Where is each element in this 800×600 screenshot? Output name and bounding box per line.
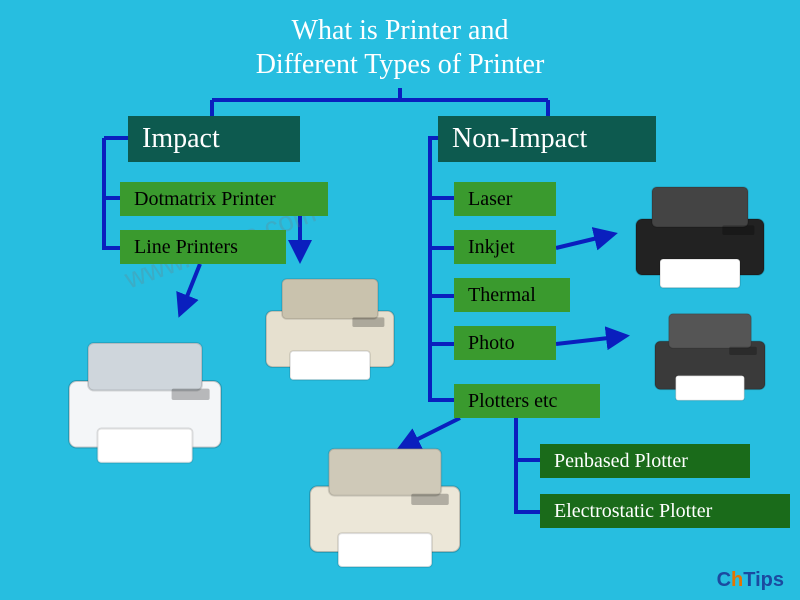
site-logo: ChTips [717,569,784,592]
node-line: Line Printers [120,230,286,264]
node-penplotter: Penbased Plotter [540,444,750,478]
dotmatrix-printer-image [250,262,410,392]
node-inkjet: Inkjet [454,230,556,264]
diagram-canvas: What is Printer and Different Types of P… [0,0,800,600]
logo-part-c: C [717,569,731,591]
node-thermal: Thermal [454,278,570,312]
logo-part-h: h [731,569,743,591]
node-electroplot: Electrostatic Plotter [540,494,790,528]
inkjet-printer-image [620,170,780,300]
node-photo: Photo [454,326,556,360]
plotter-printer-image [285,430,485,580]
node-plotters: Plotters etc [454,384,600,418]
line-printer-image [50,320,240,480]
node-laser: Laser [454,182,556,216]
node-impact: Impact [128,116,300,162]
node-nonimpact: Non-Impact [438,116,656,162]
title-line1: What is Printer and [292,15,509,46]
photo-printer-image [630,300,790,410]
logo-part-tips: Tips [743,569,784,591]
node-dotmatrix: Dotmatrix Printer [120,182,328,216]
diagram-title: What is Printer and Different Types of P… [0,14,800,81]
title-line2: Different Types of Printer [256,49,545,80]
